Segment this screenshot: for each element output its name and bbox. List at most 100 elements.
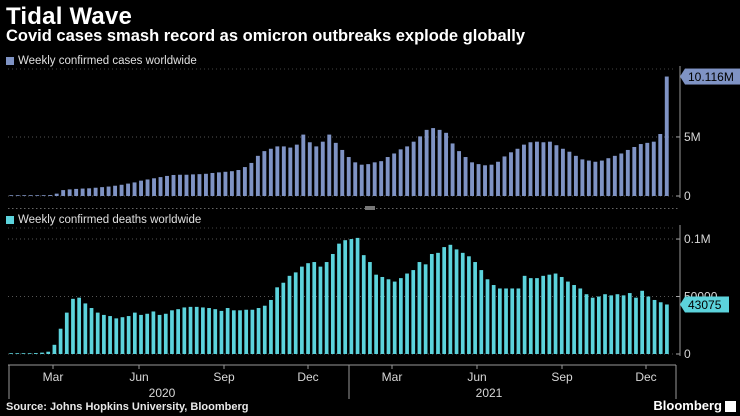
deaths-bar bbox=[615, 294, 620, 354]
panel-separator-dot bbox=[656, 208, 658, 209]
x-tick-label: Jun bbox=[129, 370, 148, 384]
footer-bar bbox=[0, 399, 740, 416]
deaths-bar bbox=[442, 247, 447, 354]
deaths-bar bbox=[58, 328, 63, 354]
panel-separator-dot bbox=[168, 208, 170, 209]
panel-separator-dot bbox=[76, 208, 78, 209]
panel-separator-dot bbox=[380, 208, 382, 209]
cases-bar bbox=[437, 129, 442, 196]
cases-bar bbox=[100, 187, 105, 196]
panel-separator-dot bbox=[620, 208, 622, 209]
cases-bar bbox=[366, 164, 371, 196]
cases-bar bbox=[424, 129, 429, 196]
deaths-bar bbox=[522, 275, 527, 354]
panel-separator-dot bbox=[328, 208, 330, 209]
cases-bar bbox=[314, 146, 319, 196]
panel-separator-dot bbox=[284, 208, 286, 209]
cases-bar bbox=[444, 132, 449, 196]
panel-separator-dot bbox=[528, 208, 530, 209]
panel-separator-dot bbox=[664, 208, 666, 209]
deaths-bar bbox=[640, 290, 645, 354]
panel-separator-dot bbox=[632, 208, 634, 209]
cases-bar bbox=[470, 162, 474, 196]
panel-separator-dot bbox=[424, 208, 426, 209]
x-tick-label: Mar bbox=[382, 370, 403, 384]
panel-separator-dot bbox=[668, 208, 670, 209]
deaths-bar bbox=[658, 302, 663, 354]
panel-separator-dot bbox=[52, 208, 54, 209]
cases-bar bbox=[658, 134, 663, 196]
source-note: Source: Johns Hopkins University, Bloomb… bbox=[6, 401, 249, 413]
deaths-bar bbox=[392, 281, 397, 354]
panel-separator-dot bbox=[208, 208, 210, 209]
panel-separator-dot bbox=[480, 208, 482, 209]
panel-separator-dot bbox=[364, 208, 366, 209]
panel-separator-dot bbox=[520, 208, 522, 209]
deaths-bar bbox=[343, 240, 348, 354]
panel-separator-dot bbox=[28, 208, 30, 209]
panel-separator-dot bbox=[100, 208, 102, 209]
deaths-bar bbox=[510, 288, 515, 354]
panel-separator-dot bbox=[172, 208, 174, 209]
deaths-last-value-pointer bbox=[680, 296, 685, 313]
panel-separator-dot bbox=[472, 208, 474, 209]
cases-y-tick-label: 0 bbox=[684, 189, 691, 203]
deaths-bar bbox=[231, 310, 236, 354]
deaths-bar bbox=[83, 303, 88, 354]
panel-separator-dot bbox=[428, 208, 430, 209]
panel-separator-dot bbox=[36, 208, 38, 209]
deaths-bar bbox=[52, 344, 57, 354]
deaths-bar bbox=[609, 295, 614, 354]
panel-separator-dot bbox=[56, 208, 58, 209]
cases-bar bbox=[528, 142, 533, 196]
cases-bar bbox=[139, 180, 143, 196]
cases-bar bbox=[619, 153, 624, 196]
deaths-bar bbox=[584, 294, 589, 354]
cases-bar bbox=[612, 155, 617, 196]
deaths-bar bbox=[553, 273, 558, 354]
deaths-bar bbox=[108, 316, 112, 354]
deaths-bar bbox=[188, 306, 193, 354]
panel-separator-dot bbox=[180, 208, 182, 209]
cases-bar bbox=[664, 76, 669, 196]
panel-separator-dot bbox=[652, 208, 654, 209]
cases-bar bbox=[158, 177, 163, 196]
panel-separator-dot bbox=[600, 208, 602, 209]
deaths-bar bbox=[250, 309, 255, 354]
deaths-bar bbox=[9, 353, 13, 354]
cases-bar bbox=[281, 146, 286, 196]
panel-separator-dot bbox=[200, 208, 202, 209]
deaths-bar bbox=[71, 298, 75, 354]
cases-bar bbox=[586, 160, 591, 196]
panel-separator-dot bbox=[112, 208, 114, 209]
cases-bar bbox=[93, 187, 98, 196]
cases-bar bbox=[106, 186, 111, 196]
panel-separator-dot bbox=[124, 208, 126, 209]
panel-separator-dot bbox=[96, 208, 98, 209]
deaths-bar bbox=[207, 308, 211, 354]
panel-separator-dot bbox=[360, 208, 362, 209]
deaths-bar bbox=[603, 294, 607, 354]
deaths-bar bbox=[318, 266, 323, 354]
deaths-bar bbox=[460, 252, 465, 354]
panel-separator-dot bbox=[496, 208, 498, 209]
panel-separator-dot bbox=[392, 208, 394, 209]
deaths-last-value-label: 43075 bbox=[688, 298, 722, 312]
panel-separator-dot bbox=[444, 208, 446, 209]
panel-separator-dot bbox=[548, 208, 550, 209]
cases-legend: Weekly confirmed cases worldwide bbox=[6, 55, 197, 67]
deaths-bar bbox=[27, 353, 32, 354]
deaths-bar bbox=[201, 307, 205, 354]
deaths-bar bbox=[559, 276, 564, 354]
cases-bar bbox=[606, 158, 611, 196]
cases-bar bbox=[67, 189, 72, 196]
cases-bar bbox=[171, 174, 176, 196]
panel-separator-dot bbox=[464, 208, 466, 209]
deaths-bar bbox=[405, 273, 409, 354]
panel-separator-dot bbox=[292, 208, 294, 209]
deaths-bar bbox=[89, 308, 94, 354]
deaths-bar bbox=[330, 253, 335, 354]
panel-separator-dot bbox=[636, 208, 638, 209]
x-tick-label: Sep bbox=[213, 370, 235, 384]
panel-separator-dot bbox=[48, 208, 50, 209]
